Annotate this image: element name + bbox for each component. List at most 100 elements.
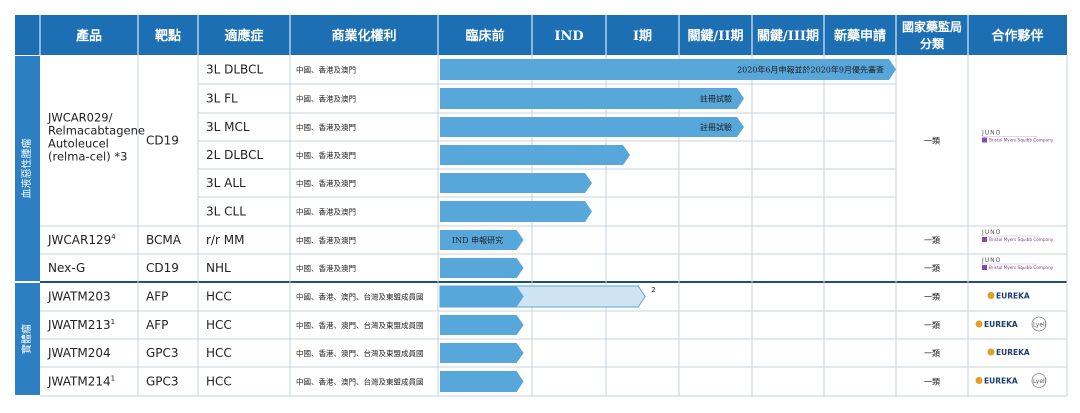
lyell-mark-icon: [1031, 373, 1047, 388]
rights-0: 中國、香港及澳門: [296, 65, 356, 75]
header-partner: 合作夥伴: [991, 28, 1043, 44]
bar-label-1: 註冊試驗: [700, 94, 732, 104]
group-label-1: 實體瘤: [20, 324, 33, 354]
indication-10: HCC: [206, 346, 232, 360]
product-name-0: JWCAR029/Relmacabtagene Autoleucel (relma-…: [47, 111, 145, 164]
target-5: GPC3: [146, 346, 179, 360]
progress-arrow-7: [440, 258, 524, 278]
rights-7: 中國、香港及澳門: [296, 263, 356, 273]
partner-logo-4: EUREKA Lyell: [975, 316, 1047, 332]
partner-juno: JUNO: [981, 130, 1001, 137]
target-0: CD19: [146, 134, 179, 148]
partner-eureka: EUREKA: [996, 348, 1030, 357]
rights-11: 中國、香港、澳門、台灣及東盟成員國: [296, 377, 424, 387]
product-name-3: JWATM203: [47, 290, 111, 304]
nmpa-3: 一類: [924, 292, 940, 302]
bms-mark-icon: [982, 137, 987, 143]
rights-8: 中國、香港、澳門、台灣及東盟成員國: [296, 292, 424, 302]
progress-arrow-10: [440, 343, 524, 363]
header-stage-5: 新藥申請: [834, 28, 886, 44]
indication-0: 3L DLBCL: [206, 63, 263, 77]
progress-arrow-5: [440, 201, 592, 222]
partner-eureka: EUREKA: [984, 377, 1018, 386]
rights-9: 中國、香港、澳門、台灣及東盟成員國: [296, 320, 424, 330]
progress-arrow-0: [440, 59, 896, 80]
indication-6: r/r MM: [206, 233, 244, 247]
indication-5: 3L CLL: [206, 205, 246, 219]
header-nmpa-line2: 分類: [920, 36, 945, 51]
header-bar: [15, 15, 1067, 55]
eureka-mark-icon: [975, 320, 983, 328]
partner-bms: Bristol Myers Squibb Company: [989, 265, 1054, 270]
target-6: GPC3: [146, 375, 179, 389]
partner-logo-3: EUREKA: [987, 292, 1030, 301]
rights-6: 中國、香港及澳門: [296, 235, 356, 245]
bar-label-2: 註冊試驗: [700, 122, 732, 132]
group-bar-1: [15, 283, 40, 395]
partner-logo-5: EUREKA: [987, 348, 1030, 357]
indication-4: 3L ALL: [206, 176, 246, 190]
partner-lyell: Lyell: [1033, 378, 1047, 385]
nmpa-1: 一類: [924, 235, 940, 245]
bar-label-6: IND 申報研究: [452, 235, 503, 245]
header-stage-2: I期: [633, 29, 652, 44]
bms-mark-icon: [982, 237, 987, 242]
nmpa-2: 一類: [924, 263, 940, 273]
target-2: CD19: [146, 261, 179, 275]
header-product: 產品: [75, 28, 102, 44]
target-3: AFP: [146, 290, 168, 304]
rights-5: 中國、香港及澳門: [296, 207, 356, 217]
progress-arrow-8: [440, 286, 524, 307]
header-stage-3: 關鍵/II期: [688, 28, 744, 44]
partner-juno: JUNO: [981, 257, 1001, 264]
rights-4: 中國、香港及澳門: [296, 178, 356, 188]
partner-bms: Bristol Myers Squibb Company: [989, 237, 1054, 242]
indication-11: HCC: [206, 375, 232, 389]
indication-1: 3L FL: [206, 92, 238, 106]
progress-arrow-11: [440, 371, 524, 392]
nmpa-6: 一類: [924, 377, 940, 387]
eureka-mark-icon: [987, 348, 995, 356]
target-1: BCMA: [146, 233, 182, 247]
partner-lyell: Lyell: [1033, 322, 1047, 329]
header-stage-4: 關鍵/III期: [757, 28, 819, 44]
indication-7: NHL: [206, 261, 231, 275]
nmpa-0: 一類: [924, 136, 940, 146]
progress-arrow-2: [440, 117, 744, 137]
group-label-0: 血液惡性腫瘤: [20, 139, 33, 199]
partner-eureka: EUREKA: [984, 320, 1018, 329]
bar-label-0: 2020年6月申報並於2020年9月優先審查: [737, 65, 884, 75]
bms-mark-icon: [982, 265, 987, 270]
lyell-mark-icon: [1031, 316, 1047, 332]
header-nmpa-line1: 國家藥監局: [902, 19, 962, 34]
indication-8: HCC: [206, 290, 232, 304]
annotation-0: 2: [651, 286, 655, 294]
indication-3: 2L DLBCL: [206, 148, 263, 162]
partner-logo-6: EUREKA Lyell: [975, 373, 1047, 388]
header-stage-0: 臨床前: [465, 28, 504, 44]
eureka-mark-icon: [987, 292, 995, 299]
header-target: 靶點: [155, 28, 181, 44]
progress-arrow-9: [440, 315, 524, 335]
header-rights: 商業化權利: [331, 28, 396, 44]
progress-arrow-1: [440, 88, 744, 109]
nmpa-4: 一類: [924, 320, 940, 330]
partner-juno: JUNO: [981, 229, 1001, 236]
product-name-5: JWATM204: [47, 346, 111, 360]
product-name-2: Nex-G: [48, 261, 85, 275]
indication-2: 3L MCL: [206, 120, 250, 134]
target-4: AFP: [146, 318, 168, 332]
rights-1: 中國、香港及澳門: [296, 94, 356, 104]
header-indication: 適應症: [224, 28, 263, 44]
rights-2: 中國、香港及澳門: [296, 122, 356, 132]
group-bar-0: [15, 56, 40, 281]
indication-9: HCC: [206, 318, 232, 332]
product-name-4: JWATM2131: [47, 318, 115, 332]
eureka-mark-icon: [975, 377, 983, 384]
rights-10: 中國、香港、澳門、台灣及東盟成員國: [296, 348, 424, 358]
partner-eureka: EUREKA: [996, 292, 1030, 301]
product-name-1: JWCAR1294: [47, 233, 116, 247]
